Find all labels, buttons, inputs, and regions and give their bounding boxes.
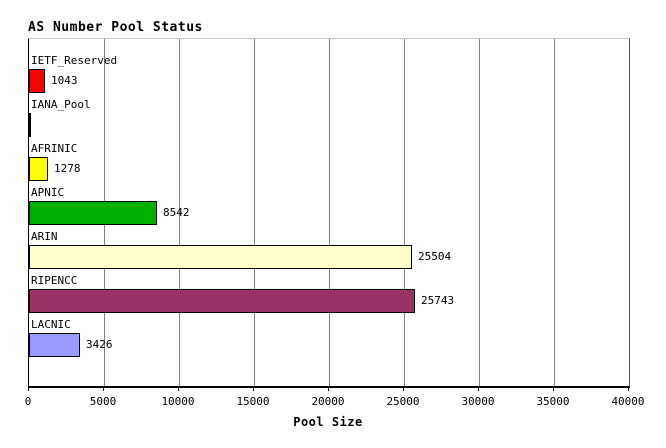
- bar-category-label: IETF_Reserved: [31, 54, 118, 67]
- x-tick-label: 10000: [161, 395, 195, 408]
- x-tick-label: 40000: [611, 395, 645, 408]
- bar-category-label: LACNIC: [31, 318, 71, 331]
- x-axis-tick: [553, 387, 554, 391]
- x-tick-label: 30000: [461, 395, 495, 408]
- bar-category-label: IANA_Pool: [31, 98, 91, 111]
- x-axis-tick: [403, 387, 404, 391]
- bar-ietf_reserved: [29, 69, 45, 93]
- x-axis-tick: [628, 387, 629, 391]
- gridline: [404, 39, 405, 386]
- bar-category-label: AFRINIC: [31, 142, 78, 155]
- bar-value-label: 3426: [86, 338, 113, 351]
- gridline: [554, 39, 555, 386]
- bar-iana_pool: [29, 113, 31, 137]
- x-axis-tick: [253, 387, 254, 391]
- bar-ripencc: [29, 289, 415, 313]
- x-axis-tick: [328, 387, 329, 391]
- plot-area: IETF_Reserved 1043 IANA_Pool AFRINIC 1278 APN…: [28, 38, 630, 388]
- bar-afrinic: [29, 157, 48, 181]
- bar-category-label: RIPENCC: [31, 274, 78, 287]
- bar-lacnic: [29, 333, 80, 357]
- bar-category-label: ARIN: [31, 230, 58, 243]
- gridline: [329, 39, 330, 386]
- x-tick-label: 25000: [386, 395, 420, 408]
- gridline: [179, 39, 180, 386]
- gridline: [479, 39, 480, 386]
- x-axis-tick: [103, 387, 104, 391]
- bar-apnic: [29, 201, 157, 225]
- bar-value-label: 25743: [421, 294, 455, 307]
- bar-value-label: 8542: [163, 206, 190, 219]
- x-axis-tick: [28, 387, 29, 391]
- bar-arin: [29, 245, 412, 269]
- x-axis-tick: [178, 387, 179, 391]
- x-tick-label: 0: [24, 395, 32, 408]
- chart-title: AS Number Pool Status: [28, 20, 203, 35]
- x-tick-label: 20000: [311, 395, 345, 408]
- x-axis-tick: [478, 387, 479, 391]
- bar-value-label: 1278: [54, 162, 81, 175]
- x-tick-label: 15000: [236, 395, 270, 408]
- x-axis-label: Pool Size: [293, 415, 363, 429]
- bar-value-label: 25504: [418, 250, 452, 263]
- bar-value-label: 1043: [51, 74, 78, 87]
- x-tick-label: 35000: [536, 395, 570, 408]
- x-tick-label: 5000: [89, 395, 117, 408]
- bar-category-label: APNIC: [31, 186, 65, 199]
- gridline: [254, 39, 255, 386]
